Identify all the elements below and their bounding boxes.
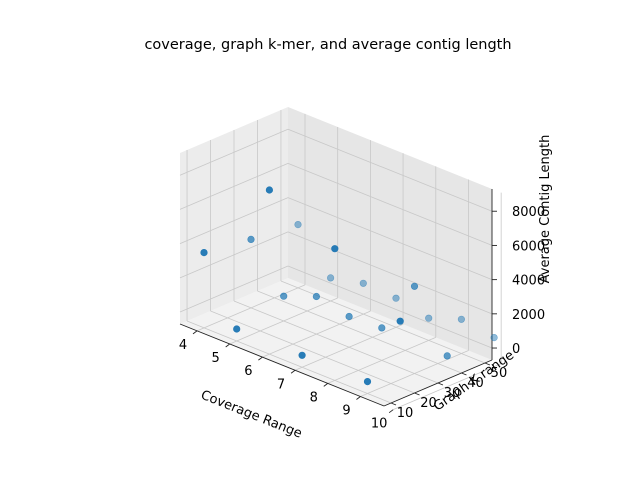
data-point (363, 378, 372, 386)
tick-labels: 4 5 6 7 8 9 10 10 20 30 40 50 0 2000 4000 6000 8000 (179, 205, 545, 431)
x-tick-label: 10 (371, 417, 388, 432)
data-point (294, 221, 302, 229)
z-tick-label: 8000 (512, 205, 545, 220)
data-point (200, 249, 208, 257)
data-point (233, 325, 241, 333)
y-grid-line (257, 290, 462, 374)
y-tick-mark (437, 382, 444, 386)
y-tick-mark (484, 362, 491, 366)
z-grid-line (179, 231, 289, 279)
grid-lines (179, 110, 502, 411)
data-point (425, 314, 433, 322)
z-grid-line (287, 163, 493, 246)
data-point (331, 245, 339, 253)
x-axis-line (179, 323, 385, 407)
z-grid-line (179, 197, 289, 244)
data-point (280, 292, 288, 300)
y-tick-label: 20 (420, 396, 437, 411)
data-point (443, 352, 451, 360)
y-tick-mark (461, 372, 467, 376)
z-tick-label: 2000 (512, 308, 545, 323)
chart-title: coverage, graph k-mer, and average conti… (144, 37, 511, 53)
y-tick-mark (390, 402, 397, 406)
x-tick-mark (225, 343, 230, 348)
data-point (490, 334, 498, 342)
data-point (247, 235, 255, 243)
x-tick-mark (388, 409, 394, 414)
x-tick-mark (356, 396, 361, 400)
x-tick-mark (290, 369, 296, 374)
x-tick-label: 5 (212, 351, 220, 366)
back-pane (288, 107, 492, 360)
y-grid-line (186, 320, 392, 404)
y-tick-label: 10 (397, 406, 414, 421)
data-point (265, 186, 274, 194)
z-grid-line (287, 197, 493, 281)
x-tick-mark (192, 330, 198, 335)
x-grid-line (392, 363, 502, 411)
data-point (392, 294, 400, 302)
x-tick-mark (323, 383, 329, 387)
x-tick-label: 7 (277, 377, 285, 392)
z-tick-label: 6000 (512, 239, 545, 254)
y-grid-line (233, 300, 439, 384)
x-tick-label: 8 (310, 390, 318, 405)
data-point (378, 324, 386, 332)
z-grid-line (179, 128, 289, 176)
z-tick-label: 4000 (512, 274, 545, 289)
y-tick-label: 40 (467, 376, 484, 391)
y-tick-label: 50 (491, 366, 508, 381)
x-tick-label: 4 (179, 338, 187, 353)
z-grid-line (287, 265, 493, 349)
data-points (200, 186, 498, 386)
z-tick-label: 0 (512, 342, 520, 357)
y-grid-line (210, 310, 415, 394)
data-point (298, 351, 306, 359)
z-grid-line (179, 163, 289, 210)
x-tick-label: 6 (244, 364, 252, 379)
data-point (359, 279, 367, 287)
x-axis-label: Coverage Range (199, 388, 304, 442)
z-grid-line (287, 128, 493, 212)
y-tick-label: 30 (444, 386, 461, 401)
z-grid-line (287, 231, 493, 315)
z-grid-line (179, 265, 289, 313)
data-point (345, 312, 353, 321)
data-point (312, 292, 321, 301)
x-tick-mark (258, 356, 263, 361)
data-point (327, 274, 335, 282)
data-point (396, 317, 404, 325)
data-point (410, 282, 419, 290)
y-tick-mark (414, 392, 420, 396)
z-axis-label: Average Contig Length (538, 135, 553, 284)
x-tick-label: 9 (342, 404, 350, 419)
data-point (457, 315, 466, 323)
